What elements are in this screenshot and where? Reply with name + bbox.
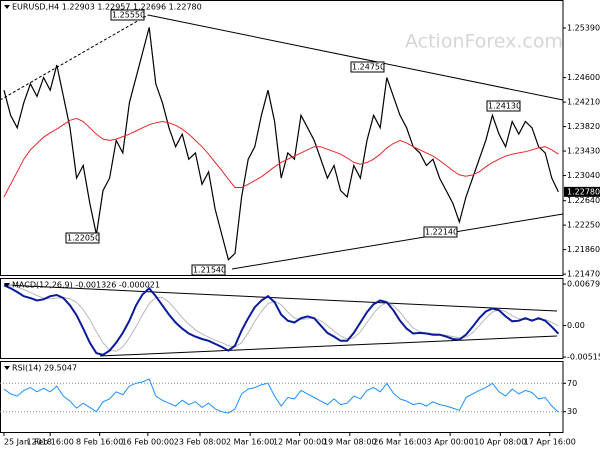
price-label-box bbox=[350, 61, 385, 73]
price-label: 1.24750 bbox=[352, 63, 385, 72]
y-tick-label: 1.23040 bbox=[567, 171, 600, 180]
panel-title: RSI(14) 29.5047 bbox=[12, 364, 77, 373]
x-tick-label: 10 Apr 08:00 bbox=[474, 438, 526, 447]
y-tick-label: 1.24210 bbox=[567, 98, 600, 107]
y-tick-label: 0.006792 bbox=[567, 280, 600, 289]
x-tick-label: 26 Mar 16:00 bbox=[373, 438, 426, 447]
y-tick-label: -0.005157 bbox=[567, 353, 600, 362]
panel-frame bbox=[0, 361, 564, 433]
y-tick-label: 1.21470 bbox=[567, 270, 600, 279]
watermark: ActionForex.com bbox=[405, 31, 563, 53]
series-line bbox=[3, 27, 559, 261]
y-tick-label: 1.22250 bbox=[567, 221, 600, 230]
x-tick-label: 1 Feb 16:00 bbox=[26, 438, 73, 447]
price-label: 1.22050 bbox=[67, 234, 100, 243]
price-label: 1.21540 bbox=[193, 266, 226, 275]
price-label-box bbox=[486, 100, 521, 112]
x-tick-label: 25 Jan 2018 bbox=[4, 438, 52, 447]
panel-frame bbox=[0, 0, 564, 276]
price-label: 1.22140 bbox=[425, 228, 458, 237]
trend-line bbox=[231, 213, 564, 270]
price-label-box bbox=[423, 226, 458, 238]
y-tick-label: 30 bbox=[567, 407, 577, 416]
trend-line bbox=[0, 14, 149, 101]
y-tick-label: 1.23820 bbox=[567, 122, 600, 131]
trend-line bbox=[147, 14, 564, 101]
price-label: 1.24130 bbox=[488, 102, 521, 111]
y-tick-label: 70 bbox=[567, 379, 577, 388]
last-price-box bbox=[564, 186, 600, 197]
last-price-label: 1.22780 bbox=[567, 187, 600, 196]
panel-title: EURUSD,H4 1.22903 1.22957 1.22696 1.2278… bbox=[12, 3, 202, 12]
y-tick-label: 1.25390 bbox=[567, 23, 600, 32]
x-tick-label: 17 Apr 16:00 bbox=[524, 438, 576, 447]
x-tick-label: 3 Apr 00:00 bbox=[427, 438, 474, 447]
series-line bbox=[3, 284, 560, 356]
price-label-box bbox=[110, 9, 145, 21]
price-label-box bbox=[65, 232, 100, 244]
trend-line bbox=[4, 284, 558, 312]
y-tick-label: 1.24600 bbox=[567, 73, 600, 82]
y-tick-label: 1.23430 bbox=[567, 147, 600, 156]
series-line bbox=[3, 117, 559, 198]
y-tick-label: 1.22640 bbox=[567, 196, 600, 205]
x-tick-label: 23 Feb 08:00 bbox=[174, 438, 226, 447]
price-label-box bbox=[191, 264, 226, 276]
series-line bbox=[3, 283, 559, 352]
title-icon bbox=[4, 366, 10, 370]
x-tick-label: 19 Mar 08:00 bbox=[323, 438, 376, 447]
x-tick-label: 12 Mar 00:00 bbox=[273, 438, 326, 447]
series-line bbox=[3, 378, 559, 414]
trend-line bbox=[99, 335, 558, 357]
y-tick-label: 1.21860 bbox=[567, 245, 600, 254]
panel-title: MACD(12,26,9) -0.001326 -0.000021 bbox=[12, 281, 160, 290]
title-icon bbox=[4, 283, 10, 287]
x-tick-label: 16 Feb 00:00 bbox=[122, 438, 174, 447]
y-tick-label: 0.00 bbox=[567, 321, 585, 330]
title-icon bbox=[4, 5, 10, 9]
x-tick-label: 2 Mar 16:00 bbox=[226, 438, 274, 447]
x-tick-label: 8 Feb 16:00 bbox=[76, 438, 123, 447]
panel-frame bbox=[0, 278, 564, 359]
price-label: 1.25550 bbox=[112, 11, 145, 20]
